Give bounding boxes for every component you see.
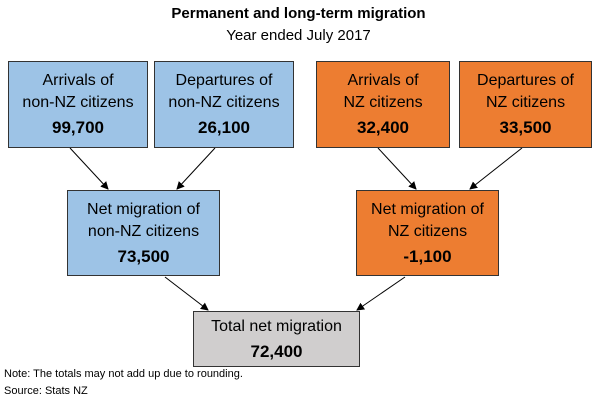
arrivals-nz-label: Arrivals of NZ citizens bbox=[343, 72, 423, 111]
departures-nz-value: 33,500 bbox=[499, 118, 552, 137]
arrow-arrivals-nz bbox=[377, 147, 417, 190]
arrivals-non-nz-box: Arrivals of non-NZ citizens 99,700 bbox=[8, 61, 148, 148]
arrow-departures-nz bbox=[469, 147, 523, 190]
net-migration-non-nz-label: Net migration of non-NZ citizens bbox=[87, 200, 200, 240]
arrow-departures-non-nz bbox=[176, 147, 216, 190]
arrivals-nz-value: 32,400 bbox=[357, 118, 409, 137]
total-net-migration-label: Total net migration bbox=[211, 317, 342, 335]
source-note: Source: Stats NZ bbox=[4, 385, 88, 397]
arrivals-non-nz-value: 99,700 bbox=[52, 118, 104, 137]
diagram-subtitle: Year ended July 2017 bbox=[226, 27, 371, 44]
net-migration-nz-box: Net migration of NZ citizens -1,100 bbox=[356, 190, 499, 276]
departures-non-nz-box: Departures of non-NZ citizens 26,100 bbox=[154, 61, 294, 148]
net-migration-non-nz-value: 73,500 bbox=[117, 246, 170, 266]
net-migration-non-nz-box: Net migration of non-NZ citizens 73,500 bbox=[67, 190, 220, 276]
departures-nz-box: Departures of NZ citizens 33,500 bbox=[459, 61, 592, 148]
arrivals-nz-box: Arrivals of NZ citizens 32,400 bbox=[316, 61, 450, 148]
arrow-arrivals-non-nz bbox=[69, 147, 109, 190]
rounding-note: Note: The totals may not add up due to r… bbox=[4, 368, 243, 380]
net-migration-nz-value: -1,100 bbox=[403, 246, 452, 266]
departures-non-nz-value: 26,100 bbox=[198, 118, 250, 137]
total-net-migration-value: 72,400 bbox=[250, 341, 303, 361]
departures-non-nz-label: Departures of non-NZ citizens bbox=[168, 72, 280, 111]
arrow-net-nz bbox=[356, 276, 406, 311]
diagram-title: Permanent and long-term migration bbox=[171, 5, 426, 22]
arrivals-non-nz-label: Arrivals of non-NZ citizens bbox=[22, 72, 134, 111]
total-net-migration-box: Total net migration 72,400 bbox=[193, 311, 360, 367]
net-migration-nz-label: Net migration of NZ citizens bbox=[371, 200, 484, 240]
departures-nz-label: Departures of NZ citizens bbox=[477, 72, 574, 111]
arrow-net-non-nz bbox=[164, 276, 209, 311]
